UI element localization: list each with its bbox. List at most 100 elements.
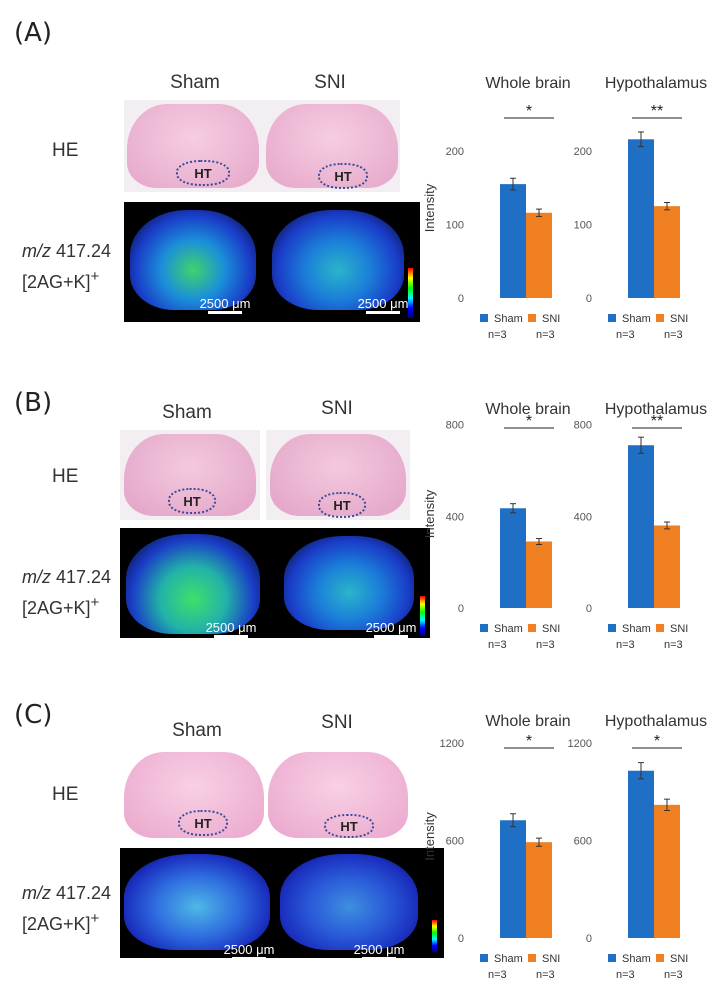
ht-region-sni: HT (318, 492, 366, 518)
legend-label-sni: SNI (670, 313, 688, 325)
y-tick-label: 800 (574, 420, 592, 432)
panel-label-b: (B) (14, 388, 53, 418)
bar-sni (526, 842, 552, 938)
scale-bar-sham: 2500 μm (196, 620, 266, 638)
scale-bar-sham: 2500 μm (190, 296, 260, 314)
legend-swatch-sham (608, 314, 616, 322)
y-axis-label: Intensity (422, 489, 437, 538)
y-tick-label: 200 (446, 146, 464, 158)
ht-region-sham: HT (178, 810, 228, 836)
scale-bar-sham: 2500 μm (214, 942, 284, 960)
legend-n: n=3 (488, 969, 507, 981)
column-header-sni: SNI (314, 72, 346, 93)
y-tick-label: 800 (446, 420, 464, 432)
ht-region-sham: HT (168, 488, 216, 514)
significance-marker: ** (651, 103, 663, 120)
ims-image-sni (270, 528, 430, 638)
legend-swatch-sni (528, 954, 536, 962)
legend-label-sham: Sham (622, 953, 651, 965)
chart-title: Whole brain (485, 401, 570, 418)
legend-label-sham: Sham (622, 313, 651, 325)
significance-marker: * (526, 733, 532, 750)
significance-marker: ** (651, 413, 663, 430)
ion-charge: + (90, 594, 100, 611)
row-label-he: HE (52, 466, 79, 487)
y-axis-label: Intensity (422, 183, 437, 232)
he-image-row: HT HT (122, 748, 408, 840)
y-tick-label: 0 (586, 293, 592, 305)
y-tick-label: 400 (574, 511, 592, 523)
he-image-row: HT HT (124, 100, 400, 192)
bar-sham (500, 508, 526, 608)
legend-label-sni: SNI (670, 953, 688, 965)
ion-label: [2AG+K] (22, 598, 91, 618)
legend-label-sham: Sham (494, 313, 523, 325)
y-tick-label: 400 (446, 511, 464, 523)
y-tick-label: 0 (458, 293, 464, 305)
row-label-he: HE (52, 784, 79, 805)
chart-title: Hypothalamus (605, 713, 707, 730)
panel-label-a: (A) (14, 18, 53, 48)
legend-label-sham: Sham (494, 953, 523, 965)
legend-label-sni: SNI (542, 313, 560, 325)
bar-sham (500, 184, 526, 298)
bar-sham (628, 139, 654, 298)
bar-sni (654, 525, 680, 608)
y-tick-label: 0 (458, 933, 464, 945)
bar-sham (628, 445, 654, 608)
mz-label: m/z 417.24 [2AG+K]+ (22, 564, 111, 621)
legend-label-sham: Sham (622, 623, 651, 635)
legend-swatch-sham (480, 624, 488, 632)
legend-label-sni: SNI (670, 623, 688, 635)
y-tick-label: 0 (586, 603, 592, 615)
legend-n: n=3 (664, 639, 683, 651)
bar-sham (628, 770, 654, 938)
y-tick-label: 600 (574, 836, 592, 848)
ims-image-sham (120, 848, 274, 958)
legend-swatch-sni (656, 314, 664, 322)
bar-sni (526, 212, 552, 298)
chart-title: Hypothalamus (605, 401, 707, 418)
column-header-sni: SNI (321, 398, 353, 419)
ims-image-sham (124, 202, 264, 322)
bar-sni (526, 541, 552, 608)
y-axis-label: Intensity (422, 812, 437, 861)
mz-value: 417.24 (56, 883, 112, 903)
legend-swatch-sni (656, 954, 664, 962)
bar-sni (654, 206, 680, 298)
he-image-sni: HT (266, 430, 410, 520)
legend-swatch-sham (608, 624, 616, 632)
y-tick-label: 600 (446, 836, 464, 848)
y-tick-label: 1200 (440, 738, 464, 750)
legend-n: n=3 (536, 969, 555, 981)
mz-prefix: m/z (22, 567, 51, 587)
mz-label: m/z 417.24 [2AG+K]+ (22, 880, 111, 937)
legend-swatch-sni (528, 624, 536, 632)
legend-swatch-sham (480, 954, 488, 962)
ion-charge: + (90, 268, 100, 285)
legend-swatch-sham (480, 314, 488, 322)
legend-n: n=3 (536, 639, 555, 651)
legend-n: n=3 (664, 329, 683, 341)
ims-image-sni (264, 202, 420, 322)
mz-label: m/z 417.24 [2AG+K]+ (22, 238, 111, 295)
legend-n: n=3 (616, 639, 635, 651)
legend-n: n=3 (488, 329, 507, 341)
column-header-sham: Sham (172, 720, 222, 741)
legend-n: n=3 (488, 639, 507, 651)
mz-value: 417.24 (56, 241, 112, 261)
bar-sham (500, 820, 526, 938)
y-tick-label: 100 (574, 220, 592, 232)
y-tick-label: 200 (574, 146, 592, 158)
ht-region-sni: HT (324, 814, 374, 838)
mz-prefix: m/z (22, 883, 51, 903)
ht-region-sni: HT (318, 163, 368, 189)
scale-bar-sni: 2500 μm (348, 296, 418, 314)
significance-marker: * (526, 103, 532, 120)
intensity-colorbar (408, 268, 413, 318)
legend-label-sni: SNI (542, 953, 560, 965)
bar-sni (654, 804, 680, 938)
intensity-colorbar (432, 920, 437, 952)
legend-swatch-sni (528, 314, 536, 322)
chart-title: Whole brain (485, 713, 570, 730)
